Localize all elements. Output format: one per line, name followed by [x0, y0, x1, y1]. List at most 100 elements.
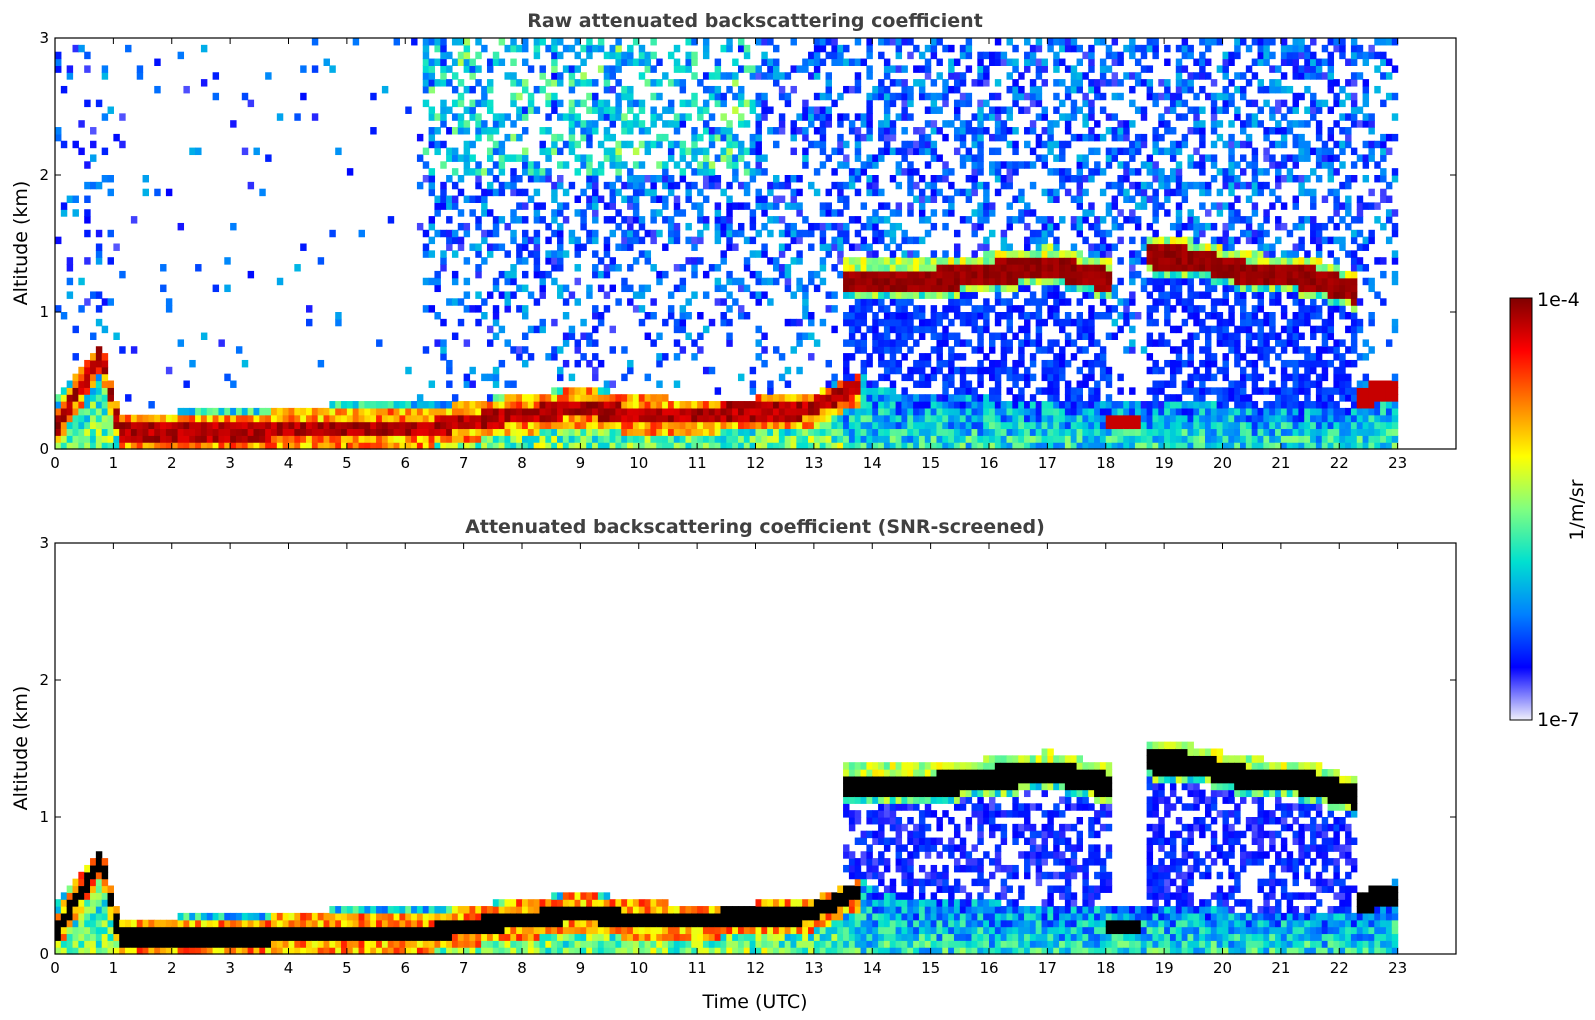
heatmap-cell — [405, 106, 412, 114]
heatmap-cell — [854, 305, 862, 313]
heatmap-cell — [697, 216, 704, 224]
heatmap-cell — [1158, 421, 1165, 430]
heatmap-cell — [1000, 284, 1008, 293]
heatmap-cell — [808, 353, 815, 361]
heatmap-cell — [603, 133, 611, 142]
heatmap-cell — [557, 407, 564, 416]
heatmap-cell — [948, 277, 955, 286]
heatmap-cell — [195, 414, 202, 423]
heatmap-cell — [422, 65, 430, 73]
heatmap-cell — [685, 428, 692, 436]
heatmap-cell — [1204, 332, 1212, 340]
heatmap-cell — [1012, 277, 1019, 286]
heatmap-cell — [557, 72, 564, 80]
heatmap-cell — [708, 318, 716, 327]
heatmap-cell — [84, 401, 91, 409]
heatmap-cell — [872, 325, 879, 334]
heatmap-cell — [539, 65, 546, 73]
heatmap-cell — [1193, 147, 1200, 156]
heatmap-cell — [516, 257, 523, 265]
heatmap-cell — [574, 339, 581, 347]
heatmap-cell — [953, 284, 961, 293]
heatmap-cell — [119, 428, 126, 436]
heatmap-cell — [1152, 127, 1159, 135]
heatmap-cell — [55, 428, 62, 436]
heatmap-cell — [1169, 359, 1177, 368]
heatmap-cell — [679, 428, 687, 436]
heatmap-cell — [317, 359, 325, 368]
heatmap-cell — [522, 85, 529, 94]
heatmap-cell — [837, 113, 844, 121]
heatmap-cell — [1181, 339, 1189, 347]
heatmap-cell — [486, 407, 494, 416]
heatmap-cell — [948, 257, 955, 265]
heatmap-cell — [1181, 113, 1189, 121]
heatmap-cell — [673, 222, 681, 231]
heatmap-cell — [1082, 277, 1089, 286]
heatmap-cell — [522, 106, 529, 114]
heatmap-cell — [364, 401, 371, 409]
heatmap-cell — [977, 359, 984, 368]
heatmap-cell — [160, 435, 167, 443]
heatmap-cell — [895, 346, 903, 354]
heatmap-cell — [1041, 154, 1048, 162]
heatmap-cell — [428, 85, 436, 94]
heatmap-cell — [393, 401, 401, 409]
heatmap-cell — [539, 435, 546, 443]
heatmap-cell — [673, 65, 681, 73]
heatmap-cell — [422, 79, 430, 87]
heatmap-cell — [580, 387, 587, 395]
heatmap-cell — [1006, 387, 1013, 395]
heatmap-cell — [1210, 154, 1218, 162]
heatmap-cell — [1064, 284, 1072, 293]
heatmap-cell — [1187, 291, 1194, 299]
heatmap-cell — [177, 421, 185, 430]
heatmap-cell — [451, 428, 459, 436]
heatmap-cell — [306, 435, 313, 443]
heatmap-cell — [965, 291, 973, 299]
heatmap-cell — [977, 257, 984, 265]
heatmap-cell — [825, 38, 832, 46]
heatmap-cell — [1012, 421, 1019, 430]
heatmap-cell — [1210, 428, 1218, 436]
heatmap-cell — [422, 277, 430, 286]
heatmap-cell — [247, 181, 255, 190]
heatmap-cell — [1216, 394, 1224, 402]
heatmap-cell — [732, 161, 739, 169]
heatmap-cell — [1222, 236, 1229, 245]
heatmap-cell — [329, 414, 336, 423]
heatmap-cell — [948, 202, 955, 210]
heatmap-cell — [1035, 298, 1043, 306]
heatmap-cell — [1146, 291, 1154, 299]
heatmap-cell — [1111, 332, 1119, 340]
heatmap-cell — [1082, 188, 1089, 197]
heatmap-cell — [434, 202, 441, 210]
heatmap-cell — [527, 161, 535, 169]
heatmap-cell — [802, 216, 809, 224]
heatmap-cell — [1199, 127, 1206, 135]
heatmap-cell — [907, 298, 914, 306]
heatmap-cell — [895, 291, 903, 299]
heatmap-cell — [784, 243, 792, 251]
heatmap-cell — [1041, 113, 1048, 121]
heatmap-cell — [1134, 44, 1142, 53]
heatmap-cell — [66, 65, 74, 73]
heatmap-cell — [434, 339, 441, 347]
heatmap-cell — [971, 305, 978, 313]
heatmap-cell — [837, 51, 844, 60]
heatmap-cell — [446, 202, 453, 210]
heatmap-cell — [837, 58, 844, 66]
heatmap-cell — [492, 380, 500, 388]
heatmap-cell — [965, 154, 973, 162]
heatmap-cell — [486, 79, 494, 87]
heatmap-cell — [177, 407, 185, 416]
heatmap-cell — [802, 154, 809, 162]
heatmap-cell — [936, 428, 943, 436]
heatmap-cell — [924, 140, 932, 149]
heatmap-cell — [1088, 442, 1095, 450]
heatmap-cell — [1134, 407, 1142, 416]
heatmap-cell — [697, 442, 704, 450]
heatmap-cell — [539, 428, 546, 436]
heatmap-cell — [965, 65, 973, 73]
heatmap-cell — [95, 229, 103, 238]
